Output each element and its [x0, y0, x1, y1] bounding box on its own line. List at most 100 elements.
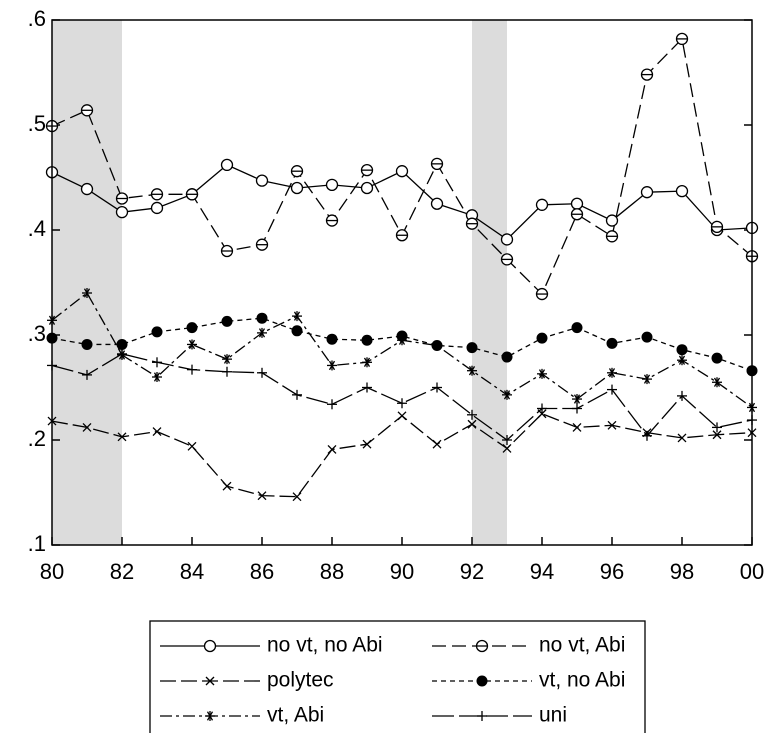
marker: [397, 335, 407, 346]
marker: [537, 368, 547, 379]
marker: [535, 287, 549, 301]
marker: [117, 348, 127, 359]
marker: [222, 366, 232, 377]
marker: [465, 217, 479, 230]
marker: [361, 334, 373, 346]
marker: [711, 352, 723, 364]
marker: [292, 492, 302, 502]
marker-part: [467, 419, 477, 429]
marker-part: [325, 178, 339, 192]
marker: [570, 197, 584, 210]
marker: [290, 181, 304, 195]
marker-part: [641, 331, 653, 343]
marker: [116, 338, 128, 350]
series-line: [51, 292, 753, 408]
marker-part: [292, 492, 302, 502]
marker-part: [117, 432, 127, 442]
marker: [607, 384, 617, 395]
marker-part: [500, 233, 514, 246]
marker-part: [501, 351, 513, 363]
marker: [82, 422, 92, 432]
marker: [606, 337, 618, 349]
x-tick-label: 80: [40, 559, 64, 584]
marker: [80, 104, 94, 117]
marker: [475, 639, 489, 653]
marker: [500, 233, 514, 246]
marker-part: [640, 186, 654, 199]
marker-part: [536, 332, 548, 344]
marker-part: [711, 352, 723, 364]
marker: [203, 639, 217, 653]
marker-part: [677, 433, 687, 443]
legend-label: vt, no Abi: [539, 669, 625, 692]
marker-part: [186, 322, 198, 334]
marker: [80, 182, 94, 196]
legend-box: [149, 620, 646, 733]
marker-part: [361, 334, 373, 346]
x-tick-label: 00: [740, 559, 764, 584]
marker-part: [257, 491, 267, 501]
marker: [605, 214, 619, 227]
marker: [502, 389, 512, 400]
marker: [290, 165, 304, 178]
marker: [430, 197, 444, 210]
marker-part: [570, 197, 584, 210]
marker: [675, 32, 689, 46]
marker: [607, 420, 617, 430]
marker-part: [115, 205, 129, 219]
marker: [327, 444, 337, 454]
marker: [537, 409, 547, 419]
marker: [82, 369, 92, 380]
marker-part: [476, 675, 488, 687]
x-tick-label: 90: [390, 559, 414, 584]
marker-part: [255, 174, 269, 187]
shaded-range: [52, 20, 122, 545]
marker: [185, 188, 199, 201]
marker: [152, 427, 162, 437]
marker-part: [432, 439, 442, 449]
y-tick-label: .1: [28, 531, 46, 556]
marker: [152, 357, 162, 368]
marker-part: [203, 639, 217, 653]
x-tick-label: 82: [110, 559, 134, 584]
marker: [115, 205, 129, 219]
marker: [712, 377, 722, 388]
x-tick-label: 94: [530, 559, 554, 584]
marker: [255, 238, 269, 251]
marker-part: [675, 184, 689, 198]
marker-part: [362, 439, 372, 449]
marker-part: [712, 430, 722, 440]
y-tick-label: .5: [28, 111, 46, 136]
marker-part: [205, 676, 215, 686]
marker-part: [221, 315, 233, 327]
marker: [712, 430, 722, 440]
marker: [115, 192, 129, 205]
marker-part: [150, 201, 164, 215]
marker: [222, 481, 232, 491]
x-tick-label: 98: [670, 559, 694, 584]
marker: [502, 443, 512, 453]
marker-part: [607, 420, 617, 430]
x-tick-label: 86: [250, 559, 274, 584]
marker-part: [291, 325, 303, 337]
marker: [187, 441, 197, 451]
marker-part: [82, 422, 92, 432]
marker: [476, 675, 488, 687]
marker: [536, 332, 548, 344]
marker: [500, 253, 514, 266]
marker: [397, 398, 407, 409]
marker-part: [81, 338, 93, 350]
marker-part: [80, 182, 94, 196]
marker: [397, 411, 407, 421]
marker: [570, 208, 584, 221]
marker-part: [676, 344, 688, 356]
marker: [467, 419, 477, 429]
marker-part: [290, 181, 304, 195]
marker: [81, 338, 93, 350]
marker: [327, 360, 337, 371]
marker: [117, 432, 127, 442]
marker: [677, 355, 687, 366]
marker: [675, 184, 689, 198]
